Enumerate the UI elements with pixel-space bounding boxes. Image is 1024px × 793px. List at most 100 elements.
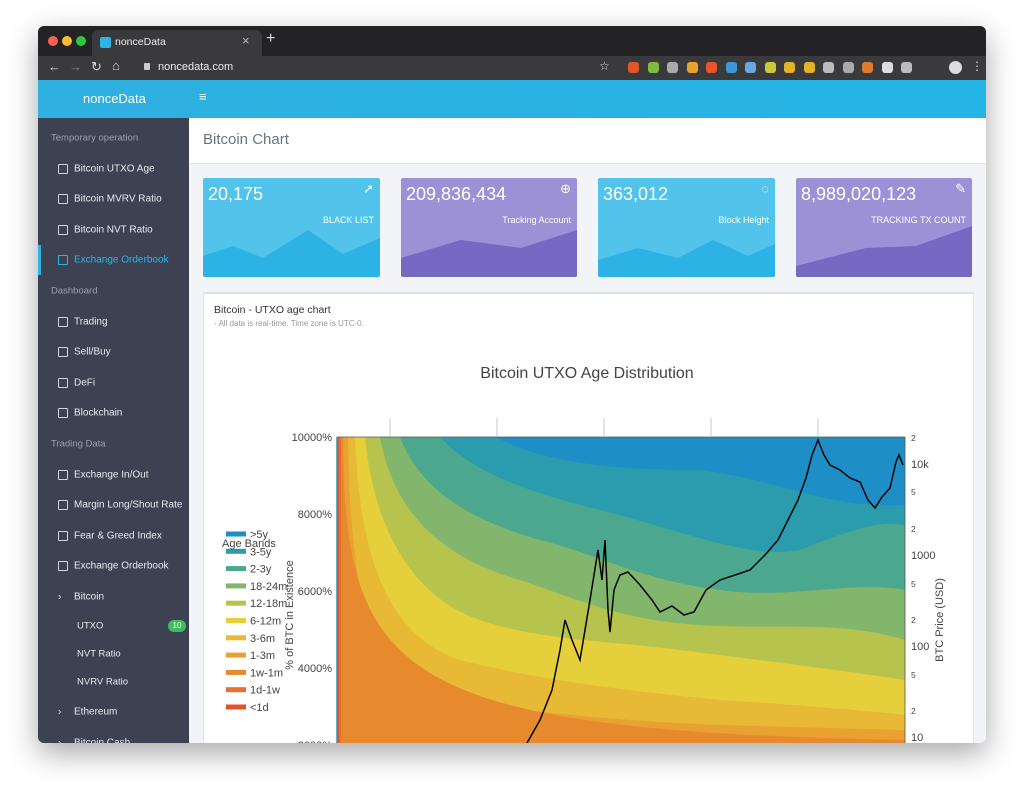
menu-item[interactable]: Bitcoin Cash	[74, 737, 131, 743]
page-title: Bitcoin Chart	[203, 131, 289, 148]
extension-icon[interactable]	[647, 62, 659, 73]
favicon	[100, 37, 111, 48]
submenu-item[interactable]: NVRV Ratio	[77, 676, 129, 688]
card-icon: ➚	[363, 181, 374, 196]
chart-title: Bitcoin UTXO Age Distribution	[480, 365, 693, 382]
menu-item[interactable]: Trading	[74, 316, 108, 328]
extension-icon[interactable]	[901, 62, 912, 73]
extension-icon[interactable]	[725, 62, 737, 73]
menu-item[interactable]: Exchange Orderbook	[74, 254, 169, 266]
plot-area	[337, 437, 905, 743]
menu-item[interactable]: Sell/Buy	[74, 346, 111, 358]
tab-close[interactable]: ×	[242, 33, 250, 48]
extension-icon[interactable]	[764, 62, 776, 73]
menu-icon	[58, 194, 68, 205]
stat-label: TRACKING TX COUNT	[871, 215, 966, 225]
extension-icon[interactable]	[842, 62, 854, 73]
legend-label: 6-12m	[250, 616, 281, 628]
legend-label: 3-5y	[250, 546, 272, 558]
menu-toggle[interactable]: ≡	[199, 89, 207, 104]
card-icon: ◌	[761, 181, 769, 196]
minimize-dot[interactable]	[62, 36, 72, 46]
menu-icon	[58, 255, 68, 266]
menu-icon	[58, 316, 68, 327]
brand[interactable]: nonceData	[83, 91, 146, 106]
legend-swatch	[226, 583, 246, 589]
legend-label: 2-3y	[250, 564, 272, 576]
band-area	[337, 437, 905, 743]
menu-item[interactable]: Bitcoin NVT Ratio	[74, 224, 153, 236]
legend-swatch	[226, 566, 246, 572]
stat-value: 209,836,434	[406, 184, 507, 204]
extension-icon[interactable]	[881, 62, 893, 73]
y-tick-label: 4000%	[298, 663, 332, 675]
back[interactable]: ←	[48, 59, 61, 74]
top-bar: nonceData ≡	[38, 80, 986, 118]
menu-item[interactable]: Bitcoin	[74, 591, 105, 603]
section-heading: Trading Data	[51, 438, 106, 450]
y-tick-label: 6000%	[298, 586, 332, 598]
extension-icon[interactable]	[706, 62, 717, 73]
bookmark-star[interactable]: ☆	[599, 59, 610, 73]
y2-tick-label: 100	[911, 641, 929, 653]
submenu-item[interactable]: NVT Ratio	[77, 648, 121, 660]
legend-swatch	[226, 652, 246, 658]
panel-subtitle: - All data is real-time. Time zone is UT…	[214, 319, 364, 328]
extension-icon[interactable]	[803, 62, 815, 73]
new-tab[interactable]: +	[266, 30, 276, 47]
menu-item[interactable]: Blockchain	[74, 407, 123, 419]
card-wave	[796, 226, 972, 277]
menu-item[interactable]: Margin Long/Shout Rate	[74, 499, 183, 511]
y2-tick-label: 2	[911, 433, 916, 443]
legend-swatch	[226, 635, 246, 641]
chevron: ›	[58, 591, 62, 603]
card-wave	[401, 230, 577, 277]
extension-icon[interactable]	[628, 62, 639, 73]
zoom-dot[interactable]	[76, 36, 86, 46]
menu-item[interactable]: Bitcoin MVRV Ratio	[74, 193, 162, 205]
extension-icon[interactable]	[686, 62, 698, 73]
reload[interactable]: ↻	[91, 59, 102, 74]
submenu-item[interactable]: UTXO	[77, 620, 104, 632]
section-heading: Temporary operation	[51, 132, 139, 144]
y-axis-label: % of BTC in Existence	[284, 560, 296, 669]
menu-item[interactable]: Bitcoin UTXO Age	[74, 163, 155, 175]
menu-item[interactable]: Fear & Greed Index	[74, 530, 162, 542]
card-icon: ✎	[955, 181, 966, 196]
close-dot[interactable]	[48, 36, 58, 46]
y2-tick-label: 1000	[911, 550, 935, 562]
extension-icon[interactable]	[823, 62, 834, 73]
extension-icon[interactable]	[745, 62, 756, 73]
menu-item[interactable]: DeFi	[74, 377, 96, 389]
home[interactable]: ⌂	[112, 58, 120, 73]
url[interactable]: noncedata.com	[158, 61, 234, 73]
legend-swatch	[226, 618, 246, 623]
forward[interactable]: →	[69, 59, 82, 74]
tab-title: nonceData	[115, 36, 166, 48]
tab[interactable]: nonceData ×	[92, 30, 262, 56]
menu-item[interactable]: Exchange Orderbook	[74, 560, 169, 572]
menu-item[interactable]: Exchange In/Out	[74, 469, 149, 481]
extension-icon[interactable]	[862, 62, 873, 73]
profile-avatar[interactable]	[949, 61, 962, 74]
top-ticks	[389, 418, 819, 437]
sidebar: Temporary operation Bitcoin UTXO Age Bitco…	[38, 118, 189, 743]
band-area	[337, 437, 905, 743]
active-marker	[38, 245, 41, 276]
menu-dots[interactable]: ⋮	[971, 59, 983, 73]
card-wave	[598, 240, 775, 277]
legend-swatch	[226, 531, 246, 537]
y2-tick-label: 5	[911, 487, 916, 497]
tab-bar: nonceData × +	[38, 26, 986, 56]
legend-swatch	[226, 669, 246, 675]
extension-icon[interactable]	[667, 62, 678, 73]
extensions: ⋮	[628, 59, 983, 74]
extension-icon[interactable]	[784, 62, 795, 73]
card-wave	[203, 230, 380, 277]
wave	[203, 230, 380, 277]
stat-label: Block Height	[718, 215, 769, 225]
menu-item[interactable]: Ethereum	[74, 706, 118, 718]
legend-label: >5y	[250, 529, 269, 541]
chevron: ›	[58, 737, 62, 743]
legend-title: Age Bands	[222, 538, 276, 550]
